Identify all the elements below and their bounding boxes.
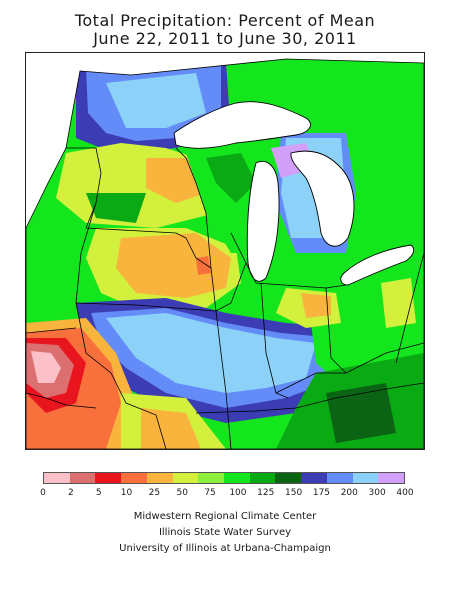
legend-break-label: 10: [120, 488, 133, 498]
legend-break-label: 25: [148, 488, 161, 498]
region-boundary: [26, 58, 424, 449]
precipitation-map: [25, 52, 425, 450]
legend-swatch: [378, 473, 405, 483]
legend-swatch: [352, 473, 379, 483]
legend-break-label: 50: [176, 488, 188, 498]
legend-break-label: 125: [257, 488, 275, 498]
legend-swatch: [198, 473, 225, 483]
legend-swatch: [172, 473, 199, 483]
legend-break-label: 75: [204, 488, 216, 498]
legend-swatch: [224, 473, 250, 483]
lake-michigan: [246, 161, 280, 282]
legend-swatch: [44, 473, 70, 483]
map-title: Total Precipitation: Percent of Mean: [74, 11, 376, 30]
legend-swatch: [326, 473, 353, 483]
legend-swatch: [121, 473, 147, 483]
legend-swatch: [146, 473, 173, 483]
state-boundaries: [26, 147, 424, 449]
legend-break-label: 150: [285, 488, 303, 498]
legend-break-label: 0: [40, 488, 46, 498]
legend-break-label: 200: [340, 488, 358, 498]
legend-break-label: 2: [67, 488, 74, 498]
map-date-range: June 22, 2011 to June 30, 2011: [93, 29, 357, 48]
legend-swatch: [249, 473, 276, 483]
legend-break-label: 400: [396, 488, 414, 498]
credit-uiuc: University of Illinois at Urbana-Champai…: [119, 543, 331, 554]
credit-mrcc: Midwestern Regional Climate Center: [133, 511, 317, 522]
legend-break-label: 175: [312, 488, 331, 498]
lake-erie: [340, 244, 415, 286]
great-lakes: [173, 101, 415, 286]
lake-superior: [173, 101, 311, 149]
legend-swatch: [301, 473, 327, 483]
credit-isws: Illinois State Water Survey: [158, 527, 292, 538]
lake-huron: [290, 150, 355, 247]
legend-break-label: 300: [368, 488, 386, 498]
legend-swatch: [69, 473, 96, 483]
legend-break-label: 5: [95, 488, 102, 498]
legend-swatch: [95, 473, 122, 483]
color-legend-bar: [43, 472, 405, 484]
legend-swatch: [275, 473, 302, 483]
color-legend-labels: 0 2 5 10 25 50 75 100 125 150 175 200 300 400: [33, 488, 415, 502]
legend-break-label: 100: [229, 488, 247, 498]
